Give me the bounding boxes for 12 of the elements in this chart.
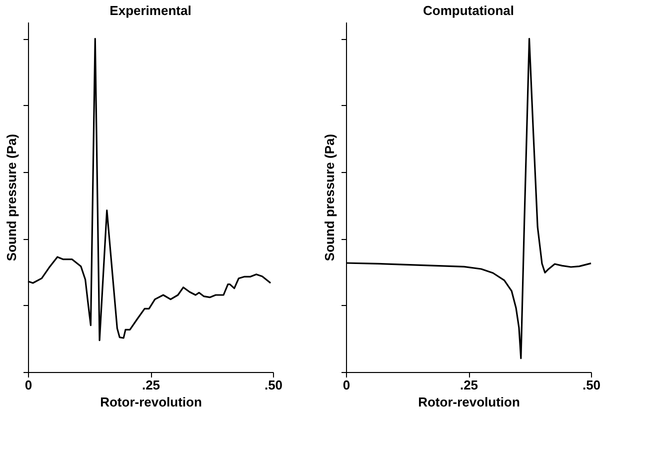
x-tick-label: .25 (460, 378, 478, 392)
x-tick-label: .50 (264, 378, 283, 392)
y-axis-title: Sound pressure (Pa) (322, 134, 337, 262)
y-axis-title: Sound pressure (Pa) (4, 134, 19, 262)
chart-title: Experimental (110, 3, 192, 18)
x-tick-label: .25 (142, 378, 160, 392)
x-axis-title: Rotor-revolution (100, 394, 202, 410)
chart-title: Computational (423, 3, 514, 18)
x-axis-title: Rotor-revolution (418, 394, 520, 410)
x-tick-label: 0 (342, 378, 350, 392)
x-tick-label: 0 (24, 378, 32, 392)
x-tick-label: .50 (582, 378, 601, 392)
